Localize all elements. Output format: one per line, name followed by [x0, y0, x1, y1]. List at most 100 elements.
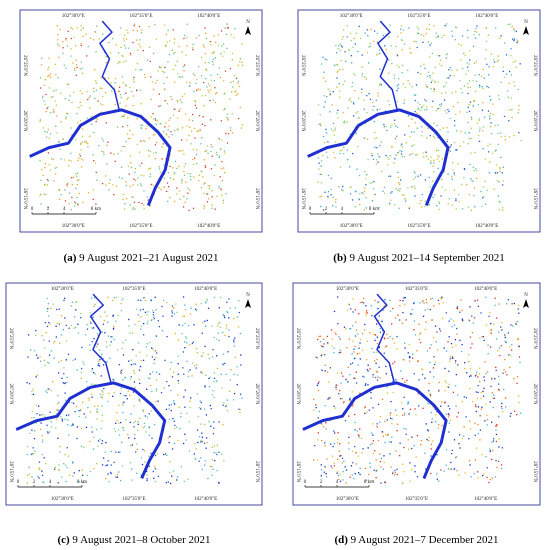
pixel-dot: [376, 426, 378, 428]
pixel-dot: [516, 41, 518, 44]
pixel-dot: [478, 34, 480, 36]
pixel-dot: [125, 339, 127, 341]
pixel-dot: [201, 372, 204, 374]
pixel-dot: [404, 86, 407, 89]
pixel-dot: [470, 152, 472, 154]
pixel-dot: [72, 424, 74, 426]
pixel-dot: [59, 148, 61, 150]
pixel-dot: [483, 116, 486, 119]
pixel-dot: [146, 354, 148, 357]
pixel-dot: [497, 460, 500, 463]
pixel-dot: [366, 368, 368, 371]
pixel-dot: [119, 61, 121, 63]
pixel-dot: [353, 377, 355, 379]
panel-caption: (a) 9 August 2021–21 August 2021: [64, 252, 219, 264]
pixel-dot: [431, 79, 433, 81]
pixel-dot: [182, 315, 184, 317]
pixel-dot: [343, 120, 346, 122]
pixel-dot: [321, 423, 323, 425]
pixel-dot: [425, 321, 427, 323]
pixel-dot: [155, 38, 157, 40]
pixel-dot: [75, 74, 77, 77]
pixel-dot: [176, 426, 178, 428]
pixel-dot: [154, 144, 157, 146]
pixel-dot: [61, 476, 63, 478]
pixel-dot: [123, 38, 125, 40]
pixel-dot: [141, 202, 143, 205]
pixel-dot: [65, 340, 68, 342]
pixel-dot: [132, 196, 134, 198]
pixel-dot: [393, 77, 396, 79]
pixel-dot: [337, 458, 339, 460]
pixel-dot: [46, 179, 49, 181]
pixel-dot: [436, 411, 438, 413]
pixel-dot: [363, 99, 365, 101]
pixel-dot: [369, 332, 371, 334]
pixel-dot: [323, 471, 325, 473]
pixel-dot: [477, 376, 479, 378]
pixel-dot: [232, 399, 235, 401]
scale-label: 4: [63, 207, 66, 212]
pixel-dot: [466, 62, 468, 64]
pixel-dot: [123, 115, 125, 117]
pixel-dot: [349, 400, 351, 402]
pixel-dot: [74, 410, 76, 413]
pixel-dot: [351, 62, 353, 64]
pixel-dot: [220, 373, 222, 375]
pixel-dot: [434, 133, 436, 135]
pixel-dot: [146, 416, 149, 418]
pixel-dot: [58, 323, 61, 326]
pixel-dot: [123, 114, 125, 116]
pixel-dot: [474, 99, 476, 102]
pixel-dot: [403, 446, 405, 449]
pixel-dot: [320, 205, 322, 208]
pixel-dot: [147, 311, 149, 313]
pixel-dot: [204, 345, 206, 348]
pixel-dot: [135, 451, 137, 453]
pixel-dot: [317, 417, 319, 419]
pixel-dot: [81, 72, 84, 75]
pixel-dot: [91, 426, 93, 428]
pixel-dot: [209, 85, 211, 87]
pixel-dot: [337, 48, 339, 50]
pixel-dot: [504, 42, 506, 44]
pixel-dot: [503, 76, 506, 78]
pixel-dot: [458, 434, 461, 436]
pixel-dot: [430, 162, 432, 164]
pixel-dot: [431, 319, 433, 321]
pixel-dot: [464, 54, 466, 57]
pixel-dot: [99, 87, 101, 89]
pixel-dot: [320, 345, 323, 347]
pixel-dot: [100, 396, 102, 398]
pixel-dot: [438, 160, 441, 163]
pixel-dot: [158, 168, 161, 170]
pixel-dot: [424, 377, 426, 379]
pixel-dot: [317, 432, 319, 434]
pixel-dot: [373, 360, 376, 362]
pixel-dot: [217, 323, 220, 325]
pixel-dot: [400, 370, 402, 372]
pixel-dot: [120, 369, 123, 372]
pixel-dot: [323, 343, 325, 345]
pixel-dot: [320, 124, 322, 127]
pixel-dot: [87, 406, 89, 409]
pixel-dot: [330, 128, 332, 130]
pixel-dot: [438, 155, 440, 158]
pixel-dot: [80, 316, 82, 319]
pixel-dot: [184, 304, 186, 306]
pixel-dot: [204, 385, 206, 387]
map-panel: 102°30'0"E 102°35'0"E 102°40'0"E102°30'0"E…: [292, 282, 541, 546]
pixel-dot: [371, 155, 373, 157]
pixel-dot: [451, 69, 453, 71]
pixel-dot: [464, 132, 466, 134]
pixel-dot: [374, 131, 376, 134]
pixel-dot: [142, 448, 144, 451]
pixel-dot: [448, 336, 450, 338]
pixel-dot: [148, 455, 150, 457]
pixel-dot: [202, 81, 205, 84]
pixel-dot: [498, 95, 500, 97]
pixel-dot: [140, 359, 142, 362]
pixel-dot: [483, 473, 485, 475]
pixel-dot: [120, 166, 123, 168]
pixel-dot: [403, 99, 406, 101]
